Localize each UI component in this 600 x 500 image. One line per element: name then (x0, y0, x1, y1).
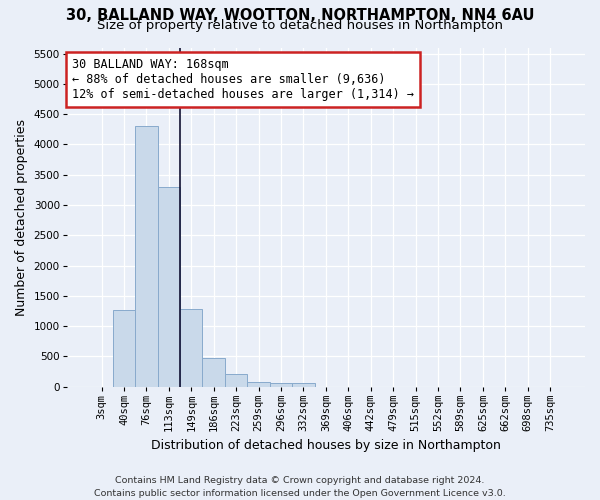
Bar (292, 384, 314, 386)
Bar (247, 382, 270, 386)
Bar (202, 358, 225, 386)
Text: 30, BALLAND WAY, WOOTTON, NORTHAMPTON, NN4 6AU: 30, BALLAND WAY, WOOTTON, NORTHAMPTON, N… (66, 8, 534, 22)
Text: Size of property relative to detached houses in Northampton: Size of property relative to detached ho… (97, 18, 503, 32)
Bar (135, 126, 158, 386)
Text: Contains HM Land Registry data © Crown copyright and database right 2024.
Contai: Contains HM Land Registry data © Crown c… (94, 476, 506, 498)
Text: 30 BALLAND WAY: 168sqm
← 88% of detached houses are smaller (9,636)
12% of semi-: 30 BALLAND WAY: 168sqm ← 88% of detached… (72, 58, 414, 100)
Bar (225, 374, 247, 386)
Bar (158, 188, 180, 386)
Bar (270, 384, 292, 386)
Y-axis label: Number of detached properties: Number of detached properties (15, 118, 28, 316)
Bar (113, 310, 135, 386)
Bar (180, 309, 202, 386)
X-axis label: Distribution of detached houses by size in Northampton: Distribution of detached houses by size … (151, 440, 501, 452)
